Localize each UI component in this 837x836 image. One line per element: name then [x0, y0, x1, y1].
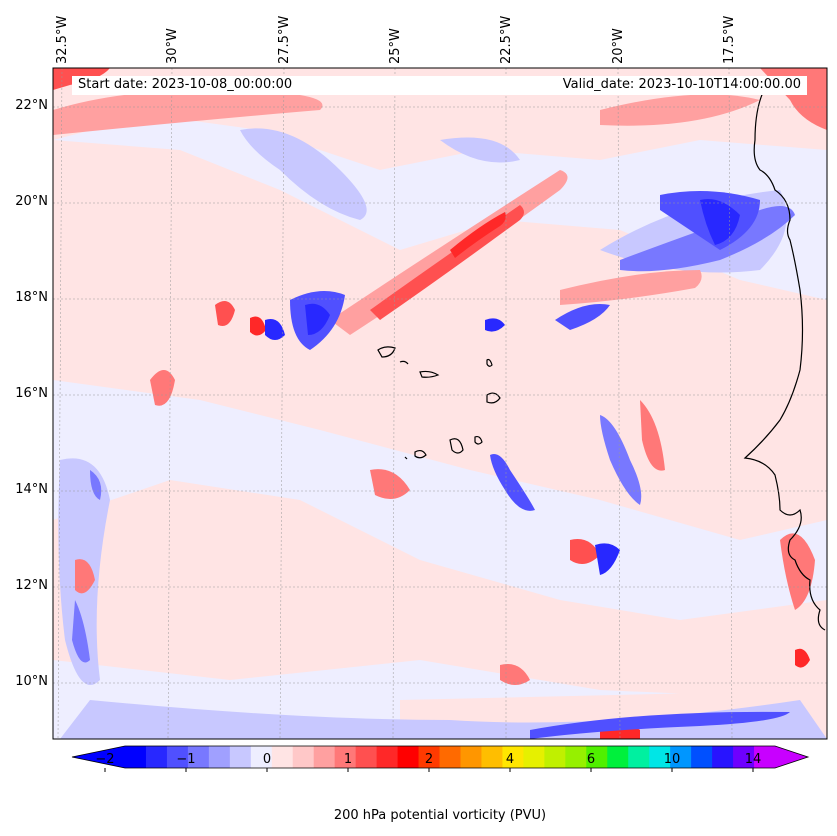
lat-label-14n: 14°N [15, 482, 48, 497]
colorbar-segment [187, 746, 210, 768]
colorbar-segment [628, 746, 650, 768]
lat-label-22n: 22°N [15, 98, 48, 113]
colorbar-segment [502, 746, 524, 768]
colorbar-segment [481, 746, 503, 768]
colorbar-segment [712, 746, 734, 768]
cape-verde-island-maio [474, 435, 483, 445]
colorbar-segment [439, 746, 461, 768]
gridlines [53, 68, 827, 739]
pv-negative-filaments [72, 191, 795, 739]
colorbar-segment [292, 746, 315, 768]
start-date-label: Start date: 2023-10-08_00:00:00 [78, 77, 293, 92]
colorbar-tick: 4 [505, 752, 515, 767]
cape-verde-island-santiago [449, 438, 464, 454]
lat-label-12n: 12°N [15, 578, 48, 593]
colorbar-segment [208, 746, 231, 768]
colorbar-segment [145, 746, 168, 768]
lon-label-30w: 30°W [165, 28, 180, 64]
cape-verde-island-fogo [414, 449, 427, 459]
colorbar-segment [397, 746, 420, 768]
colorbar-segment [754, 746, 776, 768]
coastlines [377, 79, 826, 631]
colorbar-segment [691, 746, 713, 768]
colorbar-tick: −1 [176, 752, 196, 767]
lon-label-32-5w: 32.5°W [55, 15, 70, 64]
colorbar-segment [523, 746, 545, 768]
colorbar-segment [271, 746, 294, 768]
colorbar-segment [607, 746, 629, 768]
colorbar-segment [460, 746, 482, 768]
lon-label-25w: 25°W [388, 28, 403, 64]
colorbar-segment [670, 746, 692, 768]
africa-coastline [743, 79, 826, 631]
cape-verde-island-sao-vicente [399, 360, 409, 365]
colorbar-segment [544, 746, 566, 768]
colorbar [71, 745, 810, 772]
colorbar-segment [166, 746, 189, 768]
cape-verde-island-sao-nicolau [419, 370, 440, 378]
colorbar-tick: 14 [744, 752, 762, 767]
colorbar-segment [334, 746, 357, 768]
colorbar-tick: 1 [343, 752, 353, 767]
colorbar-segment [125, 746, 147, 768]
colorbar-segment [250, 746, 273, 768]
colorbar-segment [649, 746, 671, 768]
colorbar-tick: 6 [586, 752, 596, 767]
date-info-box: Start date: 2023-10-08_00:00:00 Valid_da… [72, 76, 807, 95]
colorbar-segment [586, 746, 608, 768]
cape-verde-island-brava [404, 456, 408, 460]
lon-label-20w: 20°W [611, 28, 626, 64]
pv-positive-filaments [53, 68, 827, 739]
lat-label-10n: 10°N [15, 674, 48, 689]
lat-label-20n: 20°N [15, 194, 48, 209]
colorbar-segment [355, 746, 378, 768]
cape-verde-island-santo-antao [377, 346, 396, 358]
cape-verde-island-sal [486, 358, 493, 367]
colorbar-tick: −2 [95, 752, 115, 767]
lon-label-17-5w: 17.5°W [722, 15, 737, 64]
colorbar-outline [71, 745, 810, 769]
valid-date-label: Valid_date: 2023-10-10T14:00:00.00 [562, 77, 801, 92]
colorbar-segment [376, 746, 399, 768]
colorbar-under-arrow [72, 746, 125, 768]
colorbar-tick: 10 [663, 752, 681, 767]
map-frame [52, 67, 828, 740]
colorbar-segment [229, 746, 252, 768]
colorbar-segment [733, 746, 755, 768]
lon-label-27-5w: 27.5°W [277, 15, 292, 64]
cape-verde-island-boa-vista [486, 392, 501, 404]
colorbar-over-arrow [775, 746, 808, 768]
colorbar-label: 200 hPa potential vorticity (PVU) [333, 808, 547, 823]
lat-label-16n: 16°N [15, 386, 48, 401]
map-area [53, 68, 827, 739]
colorbar-tick: 2 [424, 752, 434, 767]
colorbar-segment [418, 746, 441, 768]
colorbar-tick: 0 [262, 752, 272, 767]
lon-label-22-5w: 22.5°W [499, 15, 514, 64]
lat-label-18n: 18°N [15, 290, 48, 305]
colorbar-segment [313, 746, 336, 768]
colorbar-segment [565, 746, 587, 768]
